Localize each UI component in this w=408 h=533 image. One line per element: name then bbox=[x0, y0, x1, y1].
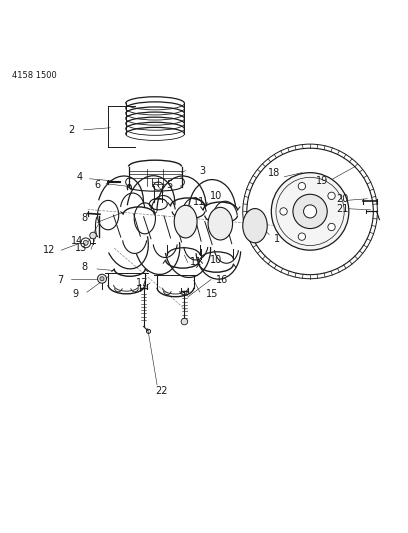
Circle shape bbox=[98, 274, 106, 283]
Text: 19: 19 bbox=[316, 176, 328, 186]
Text: 10: 10 bbox=[210, 191, 222, 201]
Circle shape bbox=[90, 232, 96, 239]
Text: 8: 8 bbox=[82, 262, 88, 271]
Text: 4158 1500: 4158 1500 bbox=[12, 71, 57, 80]
Text: 1: 1 bbox=[274, 234, 281, 244]
Text: 17: 17 bbox=[136, 278, 148, 288]
Circle shape bbox=[328, 223, 335, 231]
Text: 3: 3 bbox=[199, 166, 205, 175]
Text: 2: 2 bbox=[68, 125, 75, 135]
Text: 21: 21 bbox=[337, 204, 349, 214]
Text: 18: 18 bbox=[268, 168, 280, 177]
Text: 15: 15 bbox=[206, 289, 218, 299]
Circle shape bbox=[280, 208, 287, 215]
Ellipse shape bbox=[174, 205, 197, 238]
Text: 11: 11 bbox=[190, 257, 202, 268]
Text: 20: 20 bbox=[337, 194, 349, 204]
Circle shape bbox=[293, 195, 327, 229]
Circle shape bbox=[298, 233, 306, 240]
Text: 22: 22 bbox=[155, 386, 167, 396]
Text: 16: 16 bbox=[216, 274, 228, 285]
Text: 14: 14 bbox=[71, 236, 83, 246]
Text: 12: 12 bbox=[43, 245, 55, 255]
Circle shape bbox=[181, 318, 188, 325]
Text: 4: 4 bbox=[76, 172, 83, 182]
Circle shape bbox=[100, 277, 104, 281]
Circle shape bbox=[271, 173, 349, 250]
Text: 5: 5 bbox=[166, 180, 173, 190]
Text: 11: 11 bbox=[193, 197, 205, 207]
Ellipse shape bbox=[243, 208, 267, 243]
Ellipse shape bbox=[208, 207, 233, 240]
Circle shape bbox=[328, 192, 335, 199]
Text: 8: 8 bbox=[82, 213, 88, 223]
Text: 10: 10 bbox=[210, 255, 222, 265]
Text: 6: 6 bbox=[95, 180, 101, 190]
Circle shape bbox=[298, 182, 306, 190]
Text: 13: 13 bbox=[75, 243, 87, 253]
Text: 9: 9 bbox=[72, 289, 79, 299]
Circle shape bbox=[83, 240, 88, 245]
Circle shape bbox=[304, 205, 317, 218]
Text: 7: 7 bbox=[57, 274, 64, 285]
